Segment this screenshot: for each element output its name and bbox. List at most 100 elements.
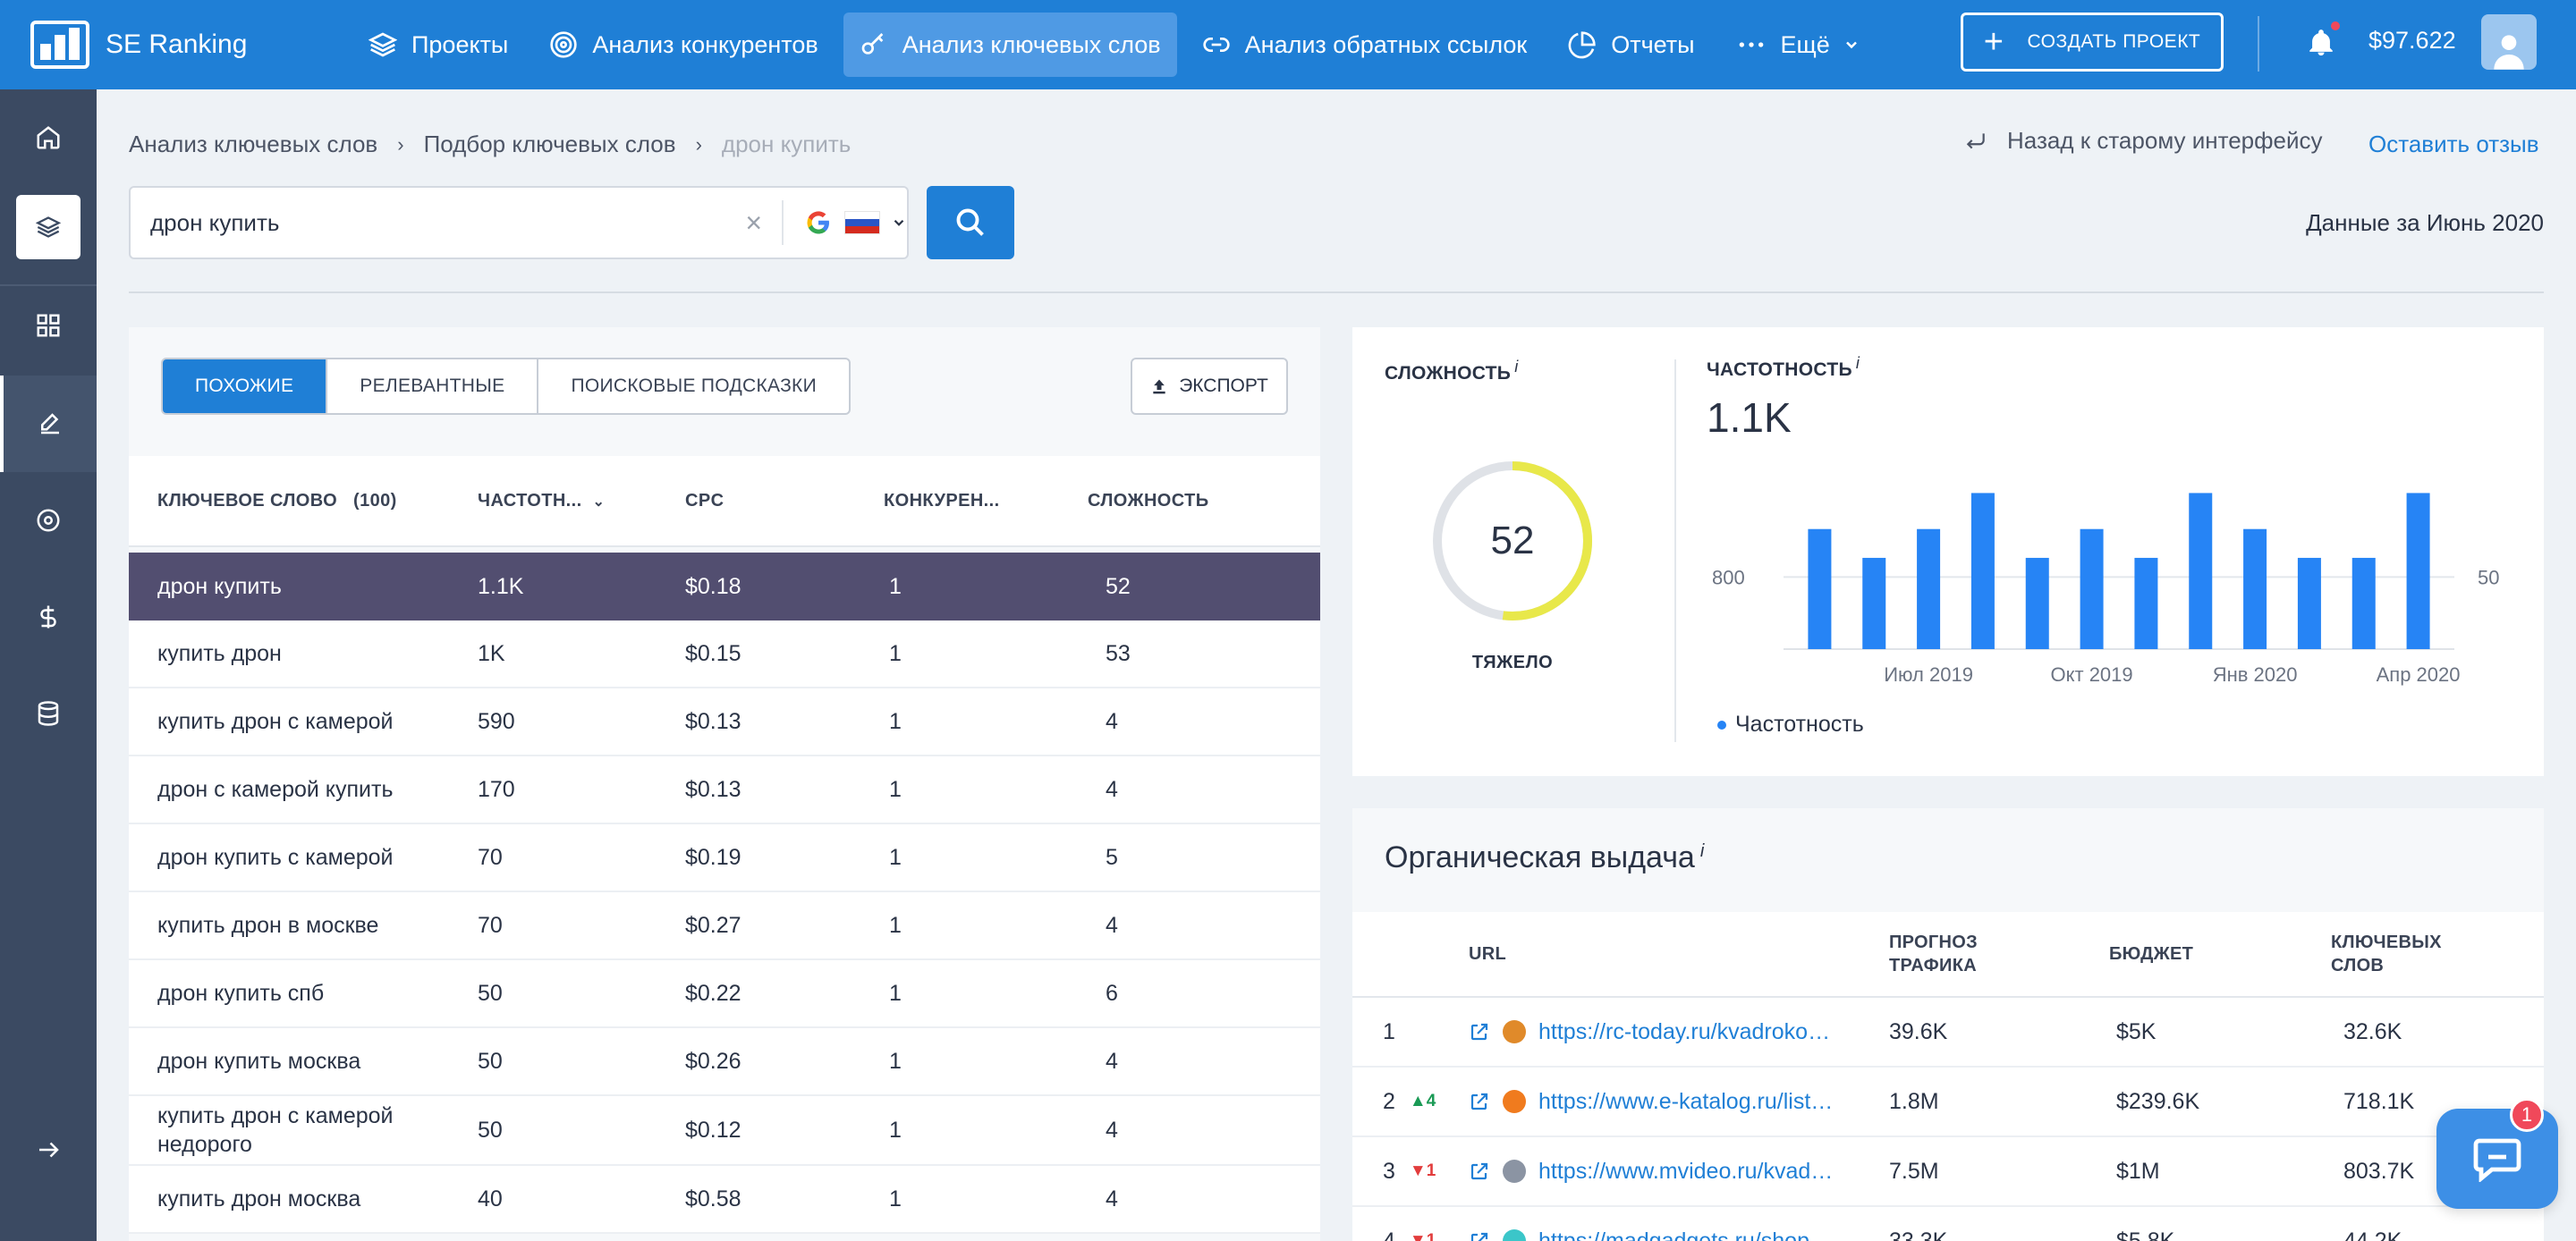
tab-relevant[interactable]: РЕЛЕВАНТНЫЕ — [327, 359, 539, 413]
competition-cell: 1 — [889, 640, 902, 666]
keyword-cell[interactable]: дрон купить москва — [157, 1049, 361, 1074]
keyword-cell[interactable]: купить дрон с камерой — [157, 709, 394, 734]
table-row[interactable]: 3 ▼1 https://www.mvideo.ru/kvadrokoptery 7.… — [1352, 1137, 2544, 1207]
info-icon[interactable]: i — [1514, 358, 1519, 376]
keyword-cell[interactable]: дрон с камерой купить — [157, 777, 394, 802]
clear-icon[interactable]: × — [745, 206, 763, 239]
sidebar-expand[interactable] — [0, 1102, 97, 1198]
nav-keywords[interactable]: Анализ ключевых слов — [843, 13, 1177, 77]
avatar[interactable] — [2481, 14, 2537, 70]
organic-table: URL ПРОГНОЗ ТРАФИКА БЮДЖЕТ КЛЮЧЕВЫХ СЛОВ 1… — [1352, 912, 2544, 1241]
table-row[interactable]: купить дрон с камерой 590 $0.13 1 4 — [129, 688, 1320, 756]
keyword-cell[interactable]: дрон купить спб — [157, 981, 325, 1006]
chart-bar — [2243, 528, 2267, 649]
table-row[interactable]: дрон с камерой купить 170 $0.13 1 4 — [129, 756, 1320, 824]
balance[interactable]: $97.622 — [2368, 27, 2456, 54]
feedback-link[interactable]: Оставить отзыв — [2368, 131, 2539, 157]
info-icon[interactable]: i — [1855, 354, 1860, 372]
nav-projects[interactable]: Проекты — [352, 13, 524, 77]
col-traffic[interactable]: ПРОГНОЗ ТРАФИКА — [1889, 933, 1978, 975]
sidebar-item-content[interactable] — [0, 376, 97, 472]
engine-selector[interactable] — [805, 209, 907, 236]
external-link-icon[interactable] — [1469, 1021, 1490, 1043]
col-cpc[interactable]: CPC — [685, 490, 724, 511]
table-row[interactable]: купить дрон москва 40 $0.58 1 4 — [129, 1166, 1320, 1234]
col-volume[interactable]: ЧАСТОТН... ⌄ — [478, 491, 685, 511]
breadcrumb-research[interactable]: Подбор ключевых слов — [423, 131, 676, 157]
position-change: ▼1 — [1409, 1231, 1436, 1241]
nav-more[interactable]: Ещё — [1720, 13, 1877, 77]
bell-icon[interactable] — [2306, 25, 2336, 61]
create-project-button[interactable]: + СОЗДАТЬ ПРОЕКТ — [1961, 13, 2224, 72]
sidebar-item-dashboard[interactable] — [0, 277, 97, 374]
export-button[interactable]: ЭКСПОРТ — [1131, 358, 1288, 415]
result-url[interactable]: https://madgadgets.ru/shop — [1538, 1228, 1809, 1241]
cpc-cell: $0.26 — [685, 1048, 741, 1074]
search-input[interactable] — [150, 208, 712, 237]
budget-cell: $5K — [2116, 1018, 2157, 1044]
cpc-cell: $0.19 — [685, 844, 741, 870]
sidebar-item-targets[interactable] — [0, 472, 97, 569]
organic-results-card: Органическая выдача i URL ПРОГНОЗ ТРАФИКА … — [1352, 808, 2544, 1241]
sidebar-item-home[interactable] — [0, 89, 97, 186]
table-row[interactable]: дрон купить спб 50 $0.22 1 6 — [129, 960, 1320, 1028]
col-keyword[interactable]: КЛЮЧЕВОЕ СЛОВО (100) — [129, 486, 478, 515]
table-row[interactable]: купить дрон 1K $0.15 1 53 — [129, 620, 1320, 688]
competition-cell: 1 — [889, 1186, 902, 1211]
home-icon — [37, 126, 60, 149]
info-icon[interactable]: i — [1699, 840, 1705, 861]
competition-cell: 1 — [889, 844, 902, 870]
result-url[interactable]: https://www.e-katalog.ru/list/drony — [1538, 1088, 1834, 1114]
table-row[interactable]: дрон купить москва 50 $0.26 1 4 — [129, 1028, 1320, 1096]
table-header: URL ПРОГНОЗ ТРАФИКА БЮДЖЕТ КЛЮЧЕВЫХ СЛОВ — [1352, 912, 2544, 998]
position-change: ▲4 — [1409, 1092, 1436, 1110]
keyword-cell[interactable]: купить дрон — [157, 641, 282, 666]
result-url[interactable]: https://www.mvideo.ru/kvadrokoptery — [1538, 1158, 1834, 1184]
sidebar-item-projects[interactable] — [0, 179, 97, 275]
position: 2 — [1383, 1088, 1395, 1114]
difficulty-cell: 5 — [1106, 844, 1118, 870]
keyword-cell[interactable]: купить дрон москва — [157, 1186, 361, 1211]
breadcrumb-keywords[interactable]: Анализ ключевых слов — [129, 131, 378, 157]
keyword-cell[interactable]: дрон купить с камерой — [157, 845, 394, 870]
search-button[interactable] — [927, 186, 1014, 259]
col-difficulty[interactable]: СЛОЖНОСТЬ — [1088, 490, 1209, 511]
col-competition[interactable]: КОНКУРЕН... — [884, 490, 1000, 511]
cpc-cell: $0.12 — [685, 1117, 741, 1143]
nav-backlinks[interactable]: Анализ обратных ссылок — [1186, 13, 1544, 77]
back-to-old-ui-link[interactable]: Назад к старому интерфейсу — [1964, 127, 2323, 155]
chart-legend[interactable]: Частотность — [1717, 712, 1864, 738]
result-url[interactable]: https://rc-today.ru/kvadrokoptery — [1538, 1018, 1834, 1044]
url-cell: https://rc-today.ru/kvadrokoptery — [1469, 1019, 1889, 1045]
keyword-cell[interactable]: дрон купить — [157, 574, 282, 599]
table-row[interactable]: 2 ▲4 https://www.e-katalog.ru/list/drony 1.… — [1352, 1068, 2544, 1137]
budget-cell: $1M — [2116, 1158, 2160, 1184]
sidebar — [0, 89, 97, 1241]
keyword-cell[interactable]: купить дрон с камерой недорого — [157, 1103, 394, 1157]
keyword-cell[interactable]: купить дрон в москве — [157, 913, 379, 938]
table-row[interactable]: дрон купить с камерой 70 $0.19 1 5 — [129, 824, 1320, 892]
logo[interactable]: SE Ranking — [30, 21, 352, 69]
sidebar-item-finance[interactable] — [0, 569, 97, 665]
table-row[interactable]: 1 https://rc-today.ru/kvadrokoptery 39.6K $… — [1352, 998, 2544, 1068]
col-budget[interactable]: БЮДЖЕТ — [2109, 944, 2194, 964]
budget-cell: $239.6K — [2116, 1088, 2200, 1114]
competition-cell: 1 — [889, 980, 902, 1006]
external-link-icon[interactable] — [1469, 1230, 1490, 1241]
nav-reports[interactable]: Отчеты — [1552, 13, 1710, 77]
nav-competitors[interactable]: Анализ конкурентов — [533, 13, 834, 77]
volume-cell: 70 — [478, 844, 503, 870]
table-row[interactable]: купить дрон в москве 70 $0.27 1 4 — [129, 892, 1320, 960]
table-row[interactable]: дрон купить 1.1K $0.18 1 52 — [129, 553, 1320, 620]
tab-similar[interactable]: ПОХОЖИЕ — [163, 359, 328, 413]
external-link-icon[interactable] — [1469, 1161, 1490, 1182]
traffic-cell: 7.5M — [1889, 1158, 1939, 1184]
tab-suggestions[interactable]: ПОИСКОВЫЕ ПОДСКАЗКИ — [571, 376, 817, 396]
col-url[interactable]: URL — [1469, 943, 1507, 964]
external-link-icon[interactable] — [1469, 1091, 1490, 1112]
col-keywords[interactable]: КЛЮЧЕВЫХ СЛОВ — [2331, 933, 2442, 975]
table-row[interactable]: купить дрон с камерой недорого 50 $0.12 1 4 — [129, 1096, 1320, 1166]
sidebar-item-database[interactable] — [0, 665, 97, 762]
chat-icon — [2473, 1138, 2521, 1182]
table-row[interactable]: 4 ▼1 https://madgadgets.ru/shop 33.3K $5.8K 4… — [1352, 1207, 2544, 1241]
